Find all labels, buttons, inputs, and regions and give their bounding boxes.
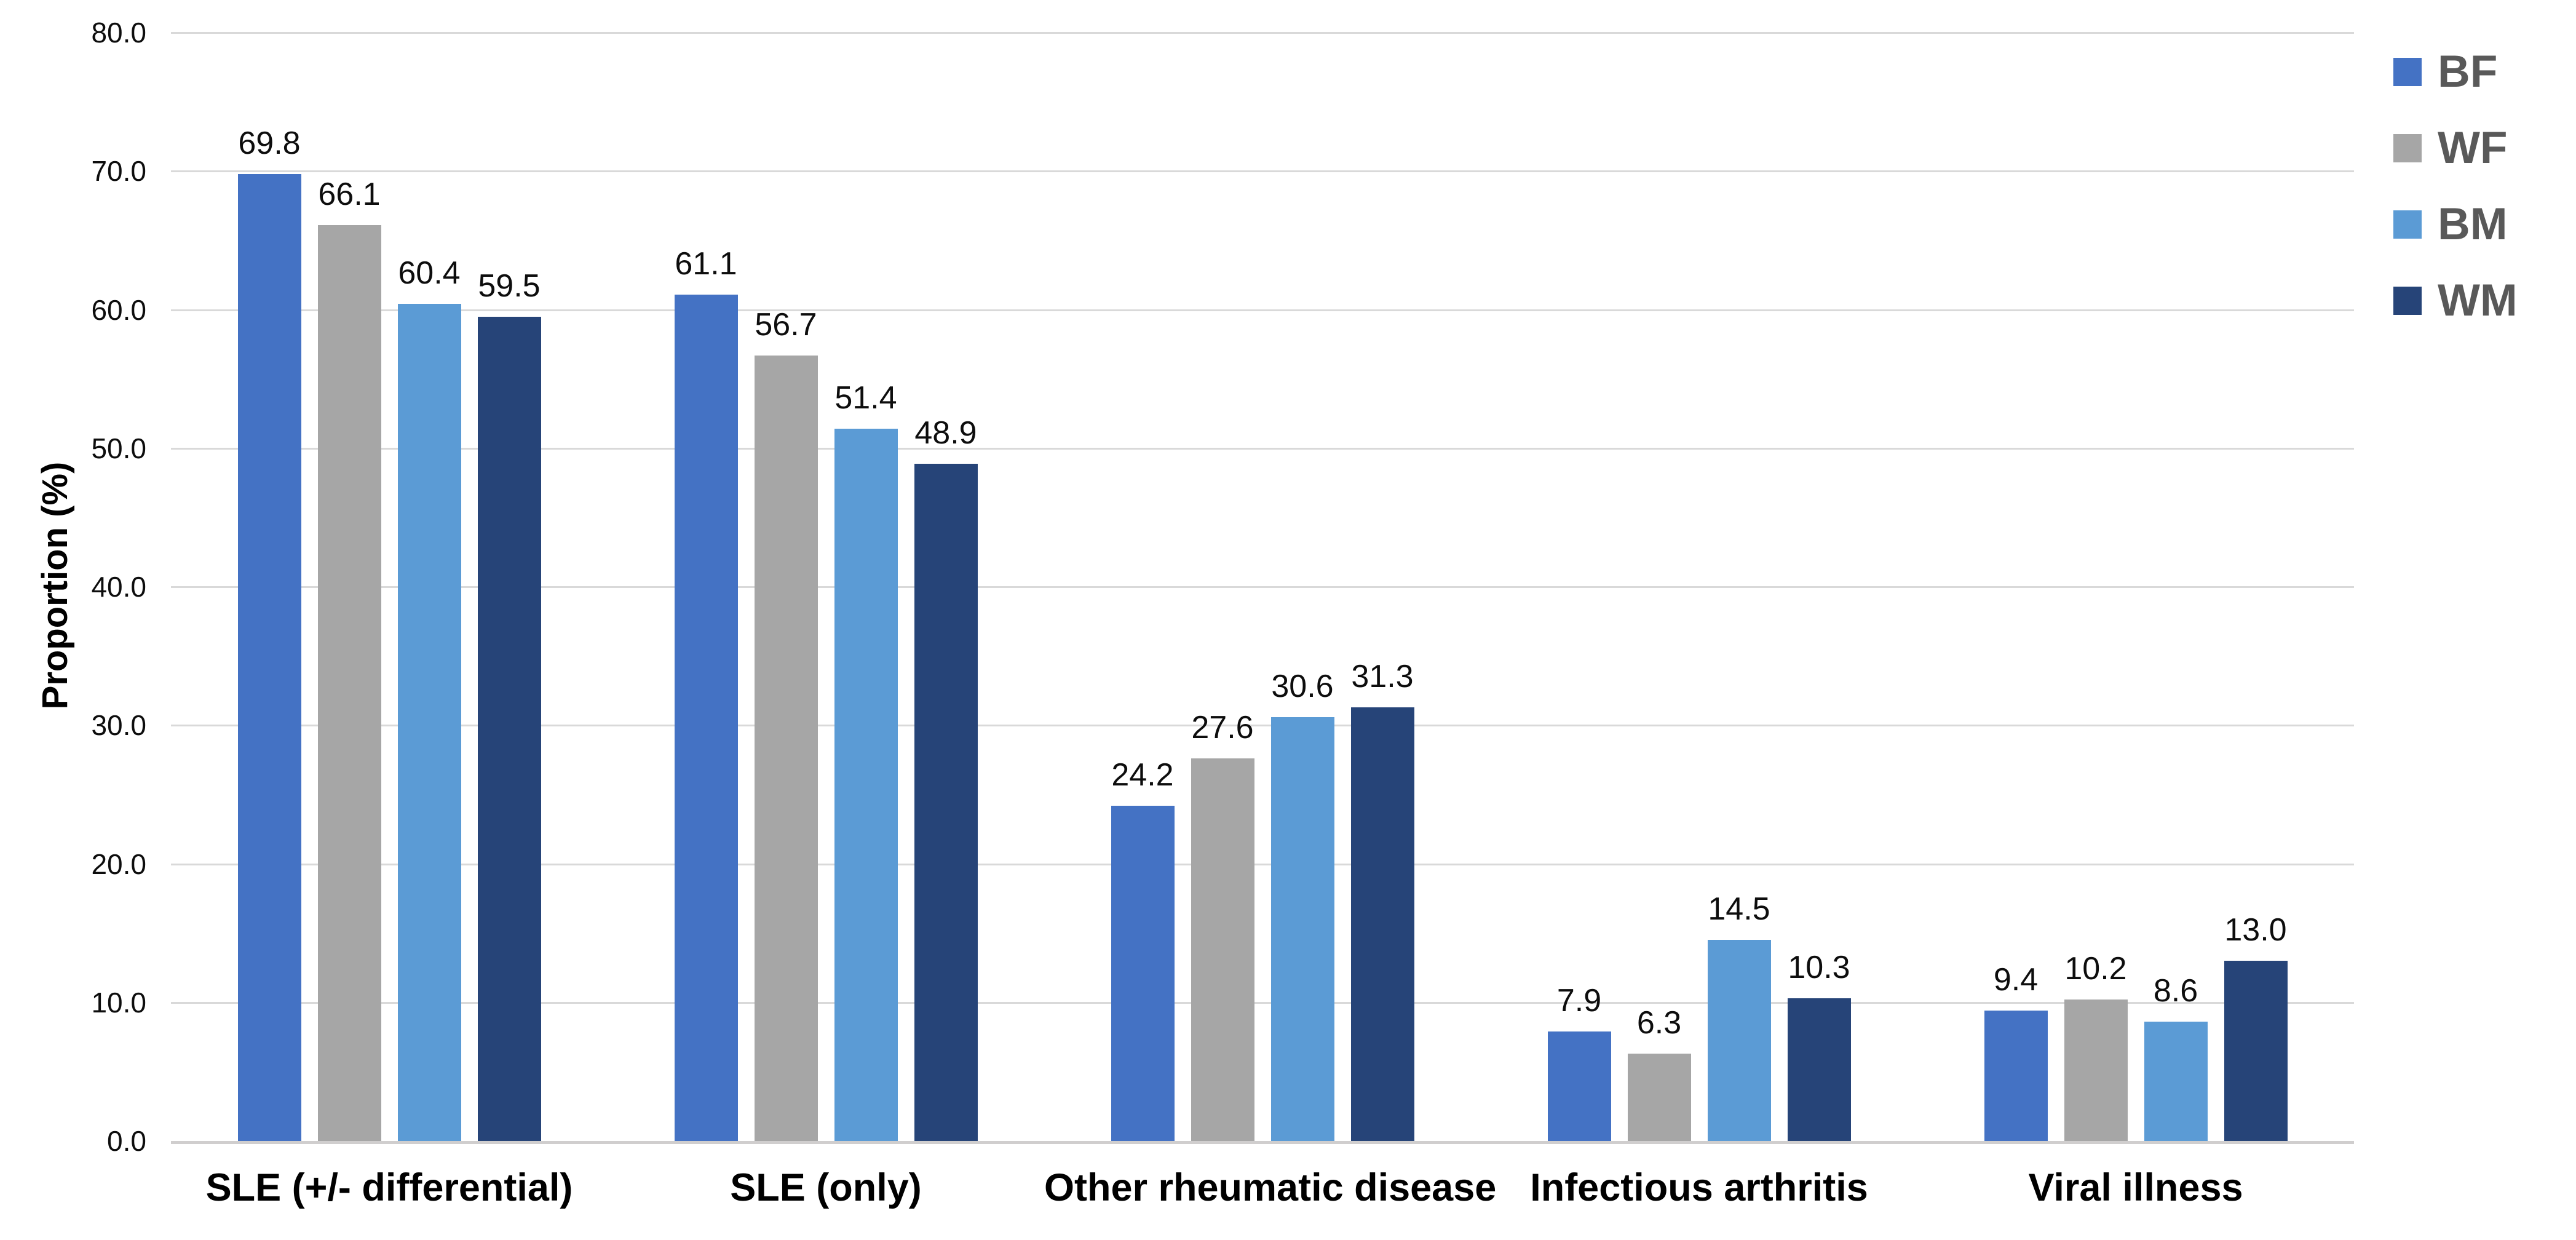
legend-swatch-icon	[2393, 58, 2422, 86]
bar-value-label: 30.6	[1271, 668, 1334, 704]
bar-value-label: 6.3	[1636, 1005, 1682, 1041]
bar-value-label: 14.5	[1708, 891, 1770, 928]
bar-WM	[477, 316, 541, 1141]
legend-label: BF	[2438, 47, 2498, 97]
x-category-label: Infectious arthritis	[1530, 1166, 1868, 1209]
bar-value-label: 10.3	[1788, 949, 1850, 985]
y-tick-label: 50.0	[91, 432, 146, 464]
legend-label: WM	[2438, 276, 2518, 325]
y-tick-label: 80.0	[91, 17, 146, 49]
bar-BF	[1984, 1011, 2048, 1141]
bar-WM	[1787, 998, 1851, 1141]
bar-value-label: 48.9	[914, 415, 977, 451]
bar-WF	[2064, 1000, 2128, 1141]
bar-WM	[2224, 961, 2288, 1141]
gridline	[171, 32, 2354, 34]
bar-value-label: 9.4	[1993, 962, 2039, 998]
bar-BM	[2144, 1022, 2208, 1141]
bar-BF	[1547, 1031, 1611, 1141]
bar-BF	[1111, 805, 1175, 1141]
bar-BM	[1707, 940, 1771, 1141]
gridline	[171, 170, 2354, 173]
x-axis-line	[171, 1141, 2354, 1144]
x-category-label: Viral illness	[2028, 1166, 2243, 1209]
legend-label: BM	[2438, 199, 2508, 249]
bar-WF	[317, 225, 381, 1141]
bar-value-label: 56.7	[755, 306, 817, 343]
y-tick-label: 0.0	[107, 1125, 146, 1157]
gridline	[171, 1001, 2354, 1004]
gridline	[171, 447, 2354, 450]
gridline	[171, 725, 2354, 727]
bar-value-label: 13.0	[2224, 912, 2287, 948]
bar-value-label: 60.4	[398, 255, 461, 292]
y-tick-label: 60.0	[91, 293, 146, 326]
gridline	[171, 309, 2354, 311]
bar-value-label: 61.1	[675, 245, 737, 282]
bar-WM	[914, 463, 978, 1141]
bar-BM	[1270, 717, 1334, 1141]
bar-BF	[237, 173, 301, 1141]
bar-BM	[397, 304, 461, 1141]
y-tick-label: 40.0	[91, 571, 146, 603]
legend-label: WF	[2438, 123, 2508, 173]
y-tick-label: 20.0	[91, 848, 146, 880]
y-tick-label: 10.0	[91, 986, 146, 1019]
bar-value-label: 31.3	[1351, 658, 1414, 694]
bar-WF	[1627, 1054, 1691, 1141]
y-tick-label: 30.0	[91, 709, 146, 742]
gridline	[171, 586, 2354, 588]
bar-WF	[1191, 758, 1254, 1141]
legend-swatch-icon	[2393, 210, 2422, 239]
bar-value-label: 10.2	[2064, 951, 2127, 987]
bar-WM	[1350, 707, 1414, 1141]
legend-swatch-icon	[2393, 287, 2422, 315]
x-category-label: SLE (only)	[730, 1166, 922, 1209]
bar-value-label: 66.1	[318, 177, 381, 213]
bar-BM	[834, 429, 898, 1141]
bar-value-label: 69.8	[238, 125, 301, 161]
bar-value-label: 8.6	[2153, 973, 2198, 1009]
gridline	[171, 863, 2354, 865]
bar-value-label: 51.4	[834, 380, 897, 416]
bar-BF	[674, 294, 738, 1141]
x-category-label: SLE (+/- differential)	[205, 1166, 573, 1209]
bar-value-label: 24.2	[1111, 757, 1174, 793]
bar-value-label: 59.5	[478, 268, 541, 304]
legend-swatch-icon	[2393, 134, 2422, 162]
x-category-label: Other rheumatic disease	[1044, 1166, 1497, 1209]
bar-WF	[754, 355, 818, 1141]
bar-value-label: 27.6	[1191, 710, 1254, 746]
y-tick-label: 70.0	[91, 155, 146, 188]
bar-value-label: 7.9	[1556, 983, 1602, 1019]
